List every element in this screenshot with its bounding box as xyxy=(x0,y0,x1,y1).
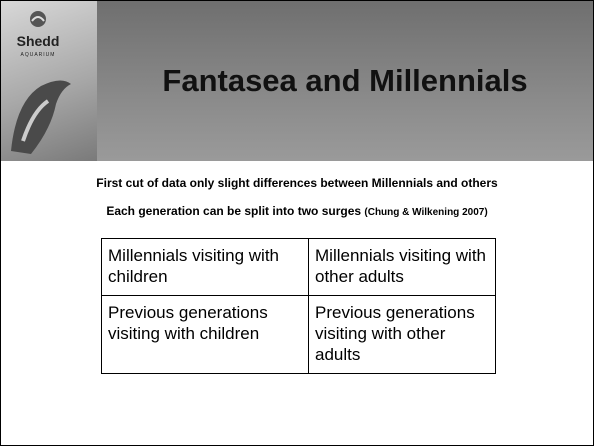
dolphin xyxy=(11,80,71,154)
logo-name: Shedd xyxy=(17,33,60,49)
table-cell: Millennials visiting with children xyxy=(102,239,309,296)
table: Millennials visiting with children Mille… xyxy=(101,238,496,374)
table-cell: Millennials visiting with other adults xyxy=(309,239,496,296)
citation: (Chung & Wilkening 2007) xyxy=(364,207,487,218)
page: Shedd AQUARIUM Fantasea and Millennials … xyxy=(0,0,594,446)
table-row: Previous generations visiting with child… xyxy=(102,296,496,374)
slide-title: Fantasea and Millennials xyxy=(97,63,593,99)
table-cell: Previous generations visiting with child… xyxy=(102,296,309,374)
table-cell: Previous generations visiting with other… xyxy=(309,296,496,374)
logo-art: Shedd AQUARIUM xyxy=(1,1,97,161)
bullet: First cut of data only slight difference… xyxy=(1,176,593,190)
logo-subtitle: AQUARIUM xyxy=(21,52,56,58)
table-row: Millennials visiting with children Mille… xyxy=(102,239,496,296)
bullet-text: Each generation can be split into two su… xyxy=(106,204,361,218)
bullet-text: First cut of data only slight difference… xyxy=(96,176,497,190)
logo-panel: Shedd AQUARIUM xyxy=(1,1,97,161)
slide: Shedd AQUARIUM Fantasea and Millennials … xyxy=(0,0,594,446)
bullet: Each generation can be split into two su… xyxy=(1,204,593,218)
